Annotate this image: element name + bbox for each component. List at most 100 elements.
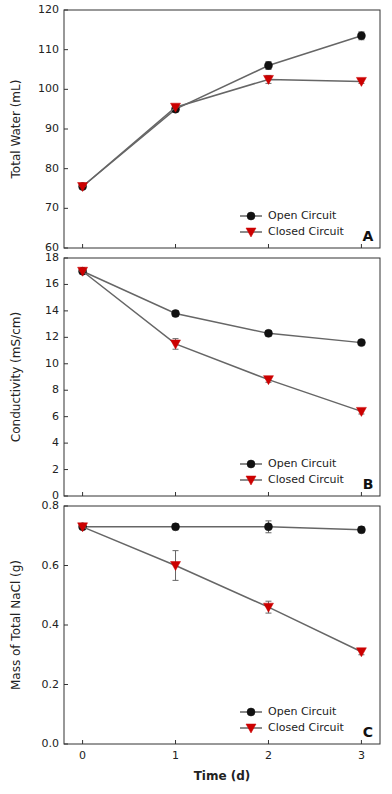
y-tick-label: 100 (38, 82, 59, 95)
x-axis-label: Time (d) (194, 769, 251, 783)
x-tick (175, 740, 176, 744)
marker (172, 310, 180, 318)
x-tick (268, 244, 269, 248)
marker (247, 212, 255, 220)
y-tick (64, 443, 68, 444)
y-tick (64, 10, 68, 11)
y-tick (64, 208, 68, 209)
marker (357, 32, 365, 40)
legend: Open Circuit Closed Circuit (240, 457, 345, 486)
marker (171, 562, 181, 571)
marker (171, 103, 181, 112)
marker (264, 329, 272, 337)
y-tick-label: 4 (52, 436, 59, 449)
y-tick-label: 16 (45, 277, 59, 290)
y-tick-label: 0.6 (42, 559, 60, 572)
legend-label: Closed Circuit (268, 721, 345, 734)
y-tick-label: 18 (45, 251, 59, 264)
y-tick (64, 469, 68, 470)
error-bar (265, 62, 271, 70)
marker (78, 267, 88, 276)
y-tick (64, 744, 68, 745)
figure: 60708090100110120Total Water (mL)AOpen C… (0, 0, 392, 794)
x-tick-label: 1 (172, 749, 179, 762)
panel-label: B (363, 476, 374, 492)
series-line (83, 271, 362, 411)
y-axis-label: Mass of Total NaCl (g) (9, 560, 23, 690)
y-tick-label: 6 (52, 410, 59, 423)
error-cap (265, 613, 271, 614)
y-tick-label: 70 (45, 201, 59, 214)
marker (264, 523, 272, 531)
marker (78, 183, 88, 192)
marker (356, 407, 366, 416)
y-tick-label: 0.0 (42, 737, 60, 750)
error-bar (358, 32, 364, 40)
y-tick (64, 248, 68, 249)
y-tick (64, 284, 68, 285)
y-tick (64, 390, 68, 391)
x-tick (82, 492, 83, 496)
x-tick (361, 244, 362, 248)
y-tick (64, 258, 68, 259)
marker (78, 523, 88, 532)
plot-frame (64, 10, 380, 248)
marker (357, 339, 365, 347)
x-tick (361, 740, 362, 744)
marker (263, 75, 273, 84)
y-axis-label: Conductivity (mS/cm) (9, 312, 23, 442)
marker (356, 77, 366, 86)
legend-label: Open Circuit (268, 705, 337, 718)
y-tick (64, 363, 68, 364)
plot-frame (64, 506, 380, 744)
series-line (83, 527, 362, 652)
y-tick (64, 337, 68, 338)
y-tick-label: 2 (52, 463, 59, 476)
y-tick-label: 14 (45, 304, 59, 317)
series-line (83, 271, 362, 342)
y-tick (64, 49, 68, 50)
error-cap (265, 520, 271, 521)
plot-data (78, 267, 367, 416)
x-tick (175, 244, 176, 248)
x-tick (82, 244, 83, 248)
marker (264, 62, 272, 70)
marker (247, 460, 255, 468)
marker (246, 724, 256, 733)
marker (79, 523, 87, 531)
plot-frame (64, 258, 380, 496)
series-line (83, 36, 362, 187)
x-tick-label: 0 (79, 749, 86, 762)
marker (263, 603, 273, 612)
y-tick-label: 120 (38, 3, 59, 16)
y-tick (64, 565, 68, 566)
y-tick-label: 110 (38, 43, 59, 56)
y-tick (64, 684, 68, 685)
y-tick (64, 625, 68, 626)
y-tick-label: 0.8 (42, 499, 60, 512)
marker (247, 708, 255, 716)
y-tick-label: 0.2 (42, 678, 60, 691)
panel: 60708090100110120Total Water (mL)AOpen C… (9, 3, 381, 254)
y-tick (64, 416, 68, 417)
y-tick-label: 8 (52, 383, 59, 396)
error-cap (265, 532, 271, 533)
y-tick (64, 496, 68, 497)
marker (263, 376, 273, 385)
y-axis-label: Total Water (mL) (9, 80, 23, 180)
x-tick (268, 740, 269, 744)
y-tick (64, 506, 68, 507)
y-tick-label: 12 (45, 330, 59, 343)
legend-label: Open Circuit (268, 457, 337, 470)
marker (357, 526, 365, 534)
marker (246, 476, 256, 485)
panel-label: A (363, 228, 374, 244)
y-tick-label: 90 (45, 122, 59, 135)
y-tick (64, 129, 68, 130)
y-tick (64, 89, 68, 90)
marker (172, 523, 180, 531)
error-cap (173, 550, 179, 551)
x-tick (82, 740, 83, 744)
marker (171, 340, 181, 349)
legend-label: Closed Circuit (268, 473, 345, 486)
